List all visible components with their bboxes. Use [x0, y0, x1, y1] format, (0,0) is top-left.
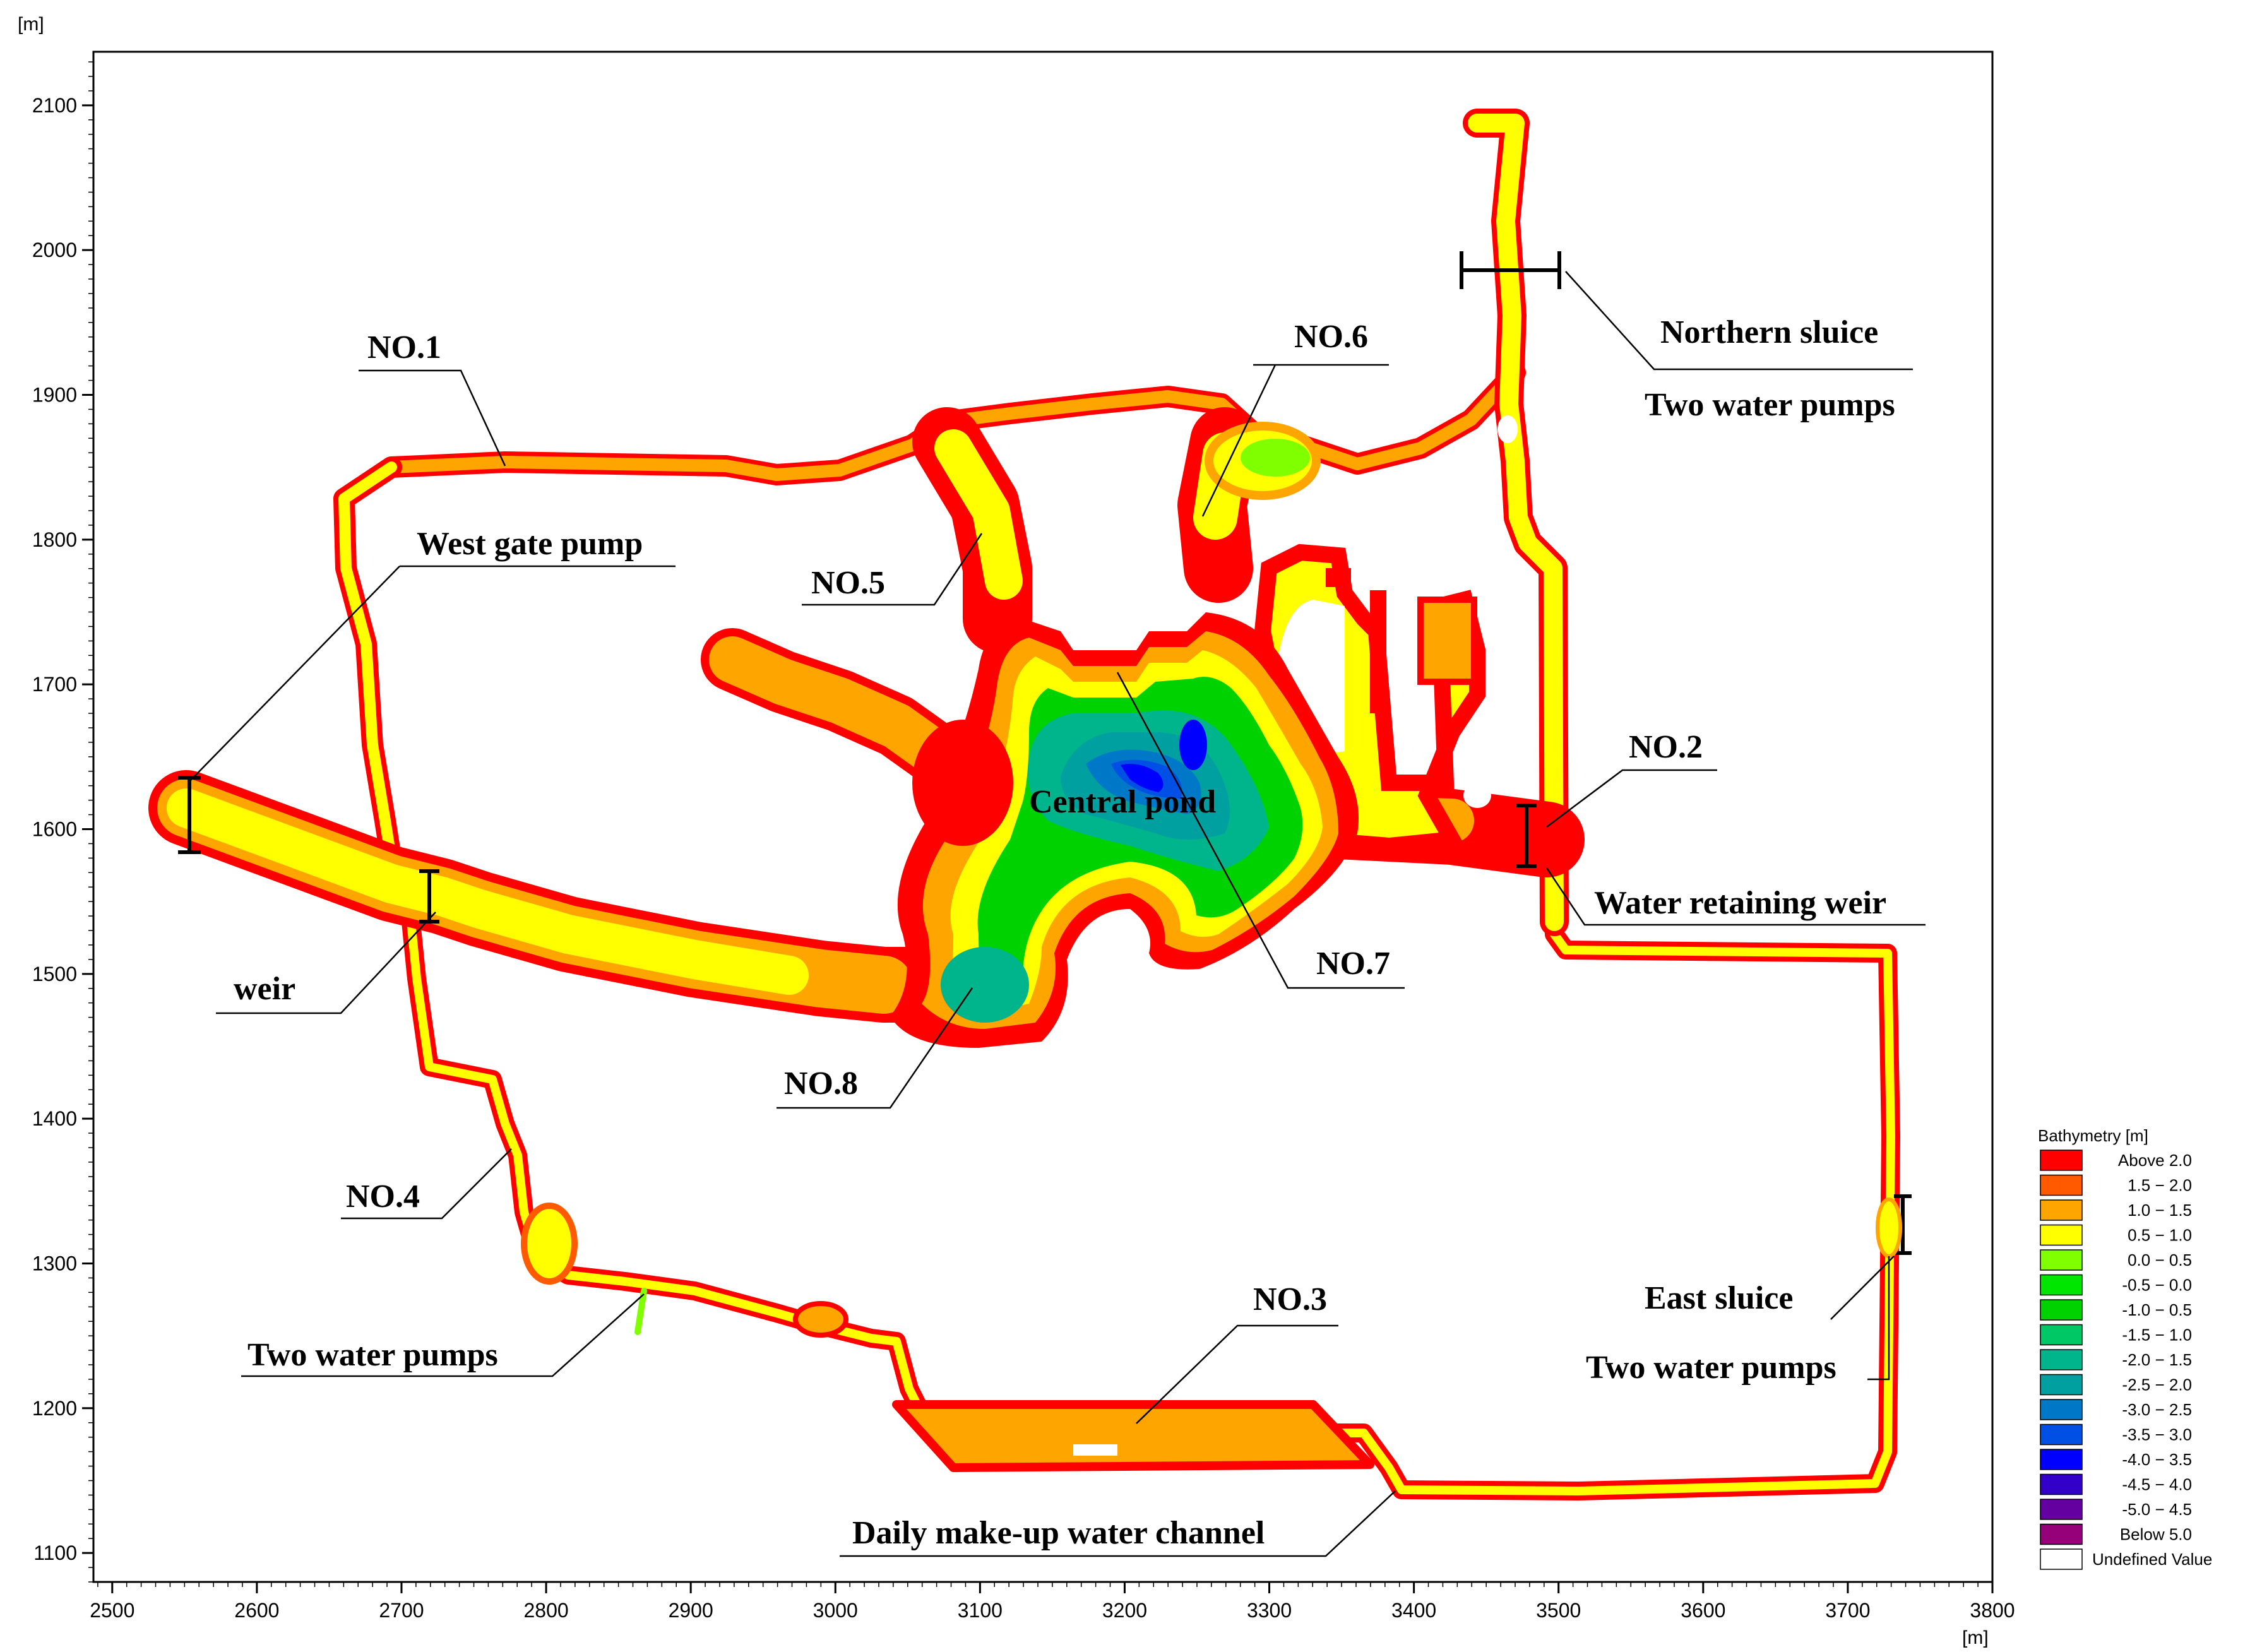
legend-title: Bathymetry [m] — [2038, 1126, 2148, 1145]
x-tick-label: 3000 — [813, 1599, 858, 1622]
y-tick-label: 1900 — [32, 384, 77, 407]
x-axis-ticks: 2500 2600 2700 2800 2900 3000 3100 3200 3300 3400… — [90, 1582, 2015, 1622]
legend-label: -2.0 − 1.5 — [2122, 1350, 2192, 1369]
label-two-pumps-east: Two water pumps — [1586, 1350, 1836, 1386]
leader-lines — [189, 271, 1926, 1557]
x-tick-label: 3100 — [958, 1599, 1003, 1622]
y-tick-label: 1600 — [32, 817, 77, 840]
y-tick-label: 1800 — [32, 528, 77, 551]
legend-label: 1.5 − 2.0 — [2128, 1176, 2192, 1195]
label-two-pumps-north: Two water pumps — [1645, 387, 1895, 423]
label-daily-channel: Daily make-up water channel — [852, 1515, 1265, 1551]
x-tick-label: 3600 — [1681, 1599, 1725, 1622]
legend-swatch — [2040, 1423, 2083, 1446]
label-no1: NO.1 — [367, 330, 441, 365]
label-water-retaining-weir: Water retaining weir — [1594, 885, 1886, 921]
legend-label: -5.0 − 4.5 — [2122, 1500, 2192, 1519]
legend-label: -3.5 − 3.0 — [2122, 1425, 2192, 1444]
y-axis-unit: [m] — [18, 14, 44, 35]
legend-swatch — [2040, 1449, 2083, 1470]
legend-swatch — [2040, 1150, 2083, 1171]
annotation-labels: NO.1 NO.2 NO.3 NO.4 NO.5 NO.6 NO.7 NO.8 … — [234, 314, 1895, 1551]
label-no3: NO.3 — [1253, 1281, 1327, 1317]
label-no2: NO.2 — [1629, 729, 1703, 765]
legend-label: -1.0 − 0.5 — [2122, 1300, 2192, 1319]
label-two-pumps-sw: Two water pumps — [247, 1337, 498, 1373]
label-weir: weir — [234, 971, 295, 1007]
legend-swatch — [2040, 1399, 2083, 1420]
legend-swatch — [2040, 1274, 2083, 1296]
x-axis-unit: [m] — [1962, 1627, 1989, 1648]
x-tick-label: 2700 — [379, 1599, 424, 1622]
legend-label: -0.5 − 0.0 — [2122, 1276, 2192, 1295]
label-central-pond: Central pond — [1029, 784, 1216, 820]
label-no7: NO.7 — [1316, 946, 1390, 982]
label-no4: NO.4 — [346, 1179, 420, 1215]
structures — [178, 251, 1912, 1255]
x-tick-label: 2500 — [90, 1599, 134, 1622]
y-tick-label: 1400 — [32, 1107, 77, 1130]
x-tick-label: 3500 — [1536, 1599, 1581, 1622]
y-tick-label: 1300 — [32, 1252, 77, 1275]
legend-swatch — [2040, 1174, 2083, 1196]
y-tick-label: 1200 — [32, 1397, 77, 1420]
label-no6: NO.6 — [1294, 319, 1368, 355]
legend-label: Below 5.0 — [2120, 1525, 2192, 1544]
legend-label: -4.0 − 3.5 — [2122, 1450, 2192, 1469]
legend-swatch — [2040, 1473, 2083, 1495]
label-no8: NO.8 — [784, 1066, 858, 1102]
legend-swatch — [2040, 1548, 2083, 1570]
x-tick-label: 3700 — [1825, 1599, 1870, 1622]
legend-swatch — [2040, 1199, 2083, 1221]
central-pond — [890, 612, 1359, 1048]
y-axis-ticks: 1100 1200 1300 1400 1500 1600 1700 1800 1900 2000… — [32, 61, 93, 1583]
label-east-sluice: East sluice — [1645, 1280, 1793, 1316]
label-west-gate-pump: West gate pump — [417, 526, 643, 562]
y-tick-label: 1700 — [32, 673, 77, 696]
sw-pump-spur — [634, 1288, 647, 1335]
legend-label: 0.0 − 0.5 — [2128, 1251, 2192, 1269]
label-northern-sluice: Northern sluice — [1660, 314, 1878, 350]
x-tick-label: 3300 — [1247, 1599, 1292, 1622]
x-tick-label: 2800 — [523, 1599, 568, 1622]
x-tick-label: 3800 — [1970, 1599, 2015, 1622]
legend-label: -3.0 − 2.5 — [2122, 1400, 2192, 1419]
x-tick-label: 2600 — [234, 1599, 279, 1622]
y-tick-label: 1100 — [33, 1542, 77, 1564]
label-no5: NO.5 — [811, 565, 885, 601]
legend-label: 1.0 − 1.5 — [2128, 1201, 2192, 1220]
legend-label: -4.5 − 4.0 — [2122, 1475, 2192, 1494]
legend-label: -1.5 − 1.0 — [2122, 1326, 2192, 1345]
legend-swatch — [2040, 1349, 2083, 1370]
y-tick-label: 2000 — [32, 239, 77, 261]
legend-swatch — [2040, 1499, 2083, 1520]
legend-swatch — [2040, 1523, 2083, 1545]
legend-swatch — [2040, 1324, 2083, 1346]
legend-label: Undefined Value — [2092, 1550, 2212, 1569]
x-tick-label: 3400 — [1391, 1599, 1436, 1622]
legend-swatch — [2040, 1299, 2083, 1321]
legend-swatch — [2040, 1249, 2083, 1271]
y-tick-label: 2100 — [32, 94, 77, 117]
legend-swatch — [2040, 1224, 2083, 1246]
legend: Bathymetry [m] Above 2.0 1.5 − 2.0 1.0 − 1… — [2038, 1126, 2212, 1570]
x-tick-label: 2900 — [669, 1599, 713, 1622]
legend-label: Above 2.0 — [2118, 1151, 2192, 1170]
south-reservoir-band — [892, 1400, 1374, 1472]
y-tick-label: 1500 — [32, 963, 77, 985]
x-tick-label: 3200 — [1102, 1599, 1147, 1622]
legend-swatch — [2040, 1374, 2083, 1396]
legend-label: -2.5 − 2.0 — [2122, 1376, 2192, 1394]
legend-label: 0.5 − 1.0 — [2128, 1226, 2192, 1245]
